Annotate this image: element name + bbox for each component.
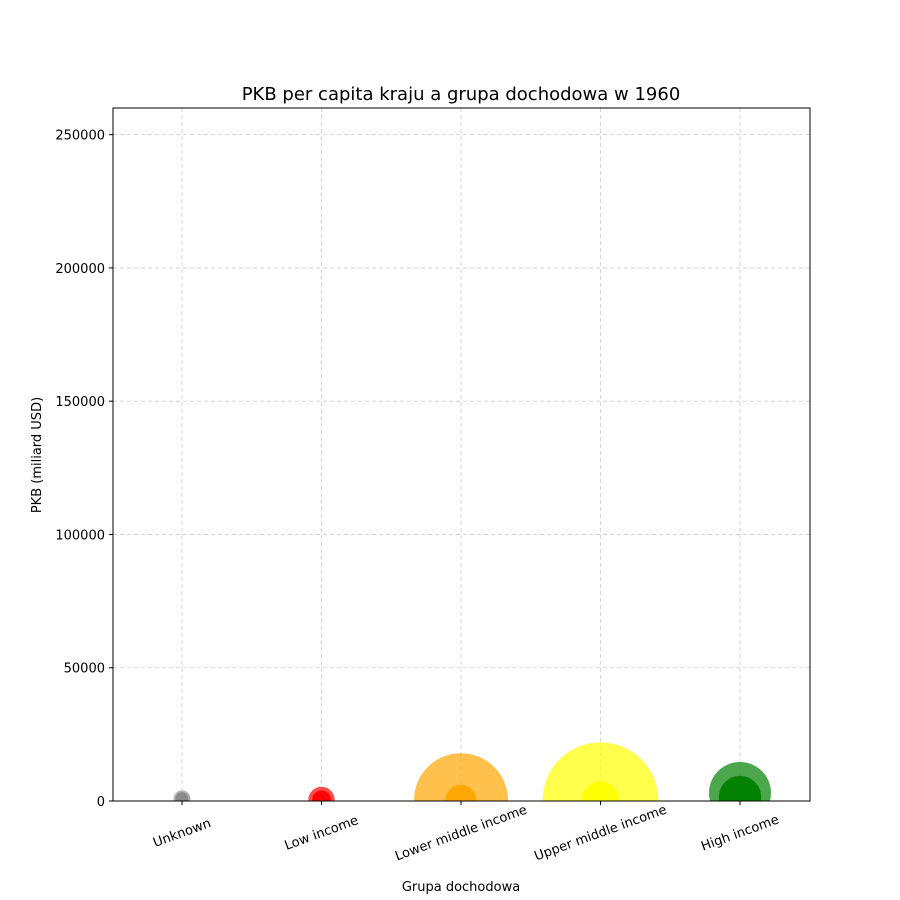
- y-tick-label: 50000: [64, 662, 105, 677]
- y-tick-label: 250000: [55, 129, 105, 144]
- bubble-inner-unknown: [175, 792, 189, 801]
- y-axis-ticks: 0 50000 100000 150000 200000 250000: [55, 129, 113, 810]
- bubble-inner-low-income: [312, 790, 331, 801]
- bubble-inner-high-income: [718, 775, 762, 801]
- x-axis-ticks: Unknown Low income Lower middle income Uppe…: [151, 801, 781, 864]
- x-tick-label: Upper middle income: [532, 803, 668, 865]
- y-tick-label: 0: [97, 795, 105, 810]
- x-tick-label: Unknown: [151, 816, 213, 851]
- bubble-inner-lower-middle-income: [445, 784, 477, 801]
- plot-frame: [112, 107, 811, 802]
- bubble-outer-upper-middle-income: [542, 742, 659, 801]
- y-axis-label: PKB (miliard USD): [30, 397, 45, 513]
- y-tick-label: 150000: [55, 395, 105, 410]
- x-tick-label: Low income: [283, 813, 361, 854]
- x-axis-label: Grupa dochodowa: [402, 880, 520, 895]
- chart-title: PKB per capita kraju a grupa dochodowa w…: [242, 84, 681, 105]
- bubble-outer-lower-middle-income: [414, 753, 508, 801]
- y-tick-label: 100000: [55, 528, 105, 543]
- bubble-inner-upper-middle-income: [581, 781, 620, 801]
- bubbles: [173, 742, 772, 801]
- y-tick-label: 200000: [55, 262, 105, 277]
- grid: [113, 108, 810, 802]
- x-tick-label: High income: [699, 812, 781, 854]
- x-tick-label: Lower middle income: [393, 803, 529, 865]
- plot-area: 0 50000 100000 150000 200000 250000 Unknown Lo…: [55, 107, 811, 864]
